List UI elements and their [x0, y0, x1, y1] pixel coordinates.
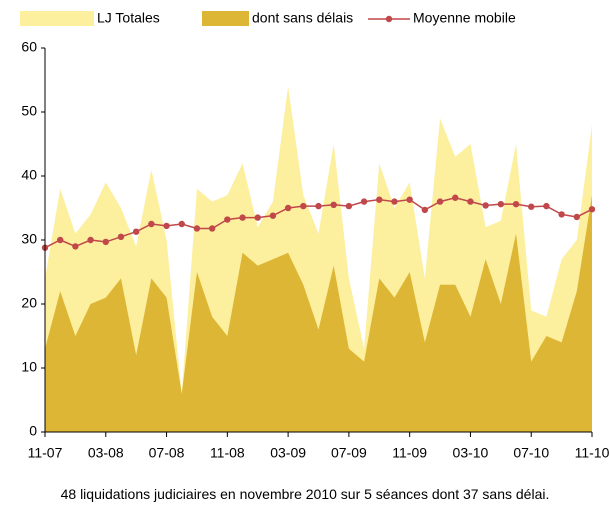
marker — [315, 202, 322, 210]
marker — [467, 198, 474, 205]
marker — [543, 202, 550, 210]
marker — [573, 213, 581, 221]
marker — [452, 194, 459, 201]
x-tick-label: 11-10 — [575, 445, 610, 461]
marker — [132, 228, 140, 235]
marker — [360, 198, 368, 205]
caption: 48 liquidations judiciaires en novembre … — [60, 486, 550, 502]
chart: 0 10 20 30 40 50 60 11-07 03-08 07-08 11-08 03-09 07… — [20, 10, 610, 461]
marker — [512, 200, 520, 208]
marker — [406, 196, 413, 203]
marker — [193, 225, 201, 232]
x-tick-label: 11-08 — [210, 445, 245, 461]
marker — [208, 225, 216, 232]
x-tick-label: 11-07 — [28, 445, 63, 461]
marker — [436, 198, 444, 205]
legend-swatch — [20, 11, 94, 26]
marker — [178, 220, 185, 228]
legend-label: LJ Totales — [97, 10, 160, 26]
y-tick-label: 50 — [21, 103, 37, 119]
marker — [163, 222, 170, 230]
y-tick-label: 30 — [21, 231, 37, 247]
marker — [87, 236, 94, 244]
marker — [148, 220, 155, 228]
marker — [239, 214, 246, 221]
marker — [224, 216, 231, 223]
x-tick-label: 03-10 — [453, 445, 489, 461]
marker — [117, 233, 125, 240]
marker — [56, 236, 64, 244]
marker — [102, 238, 109, 246]
marker — [588, 206, 596, 213]
x-tick-label: 07-10 — [513, 445, 549, 461]
x-tick-label: 03-09 — [270, 445, 306, 461]
marker — [558, 211, 565, 218]
y-tick-label: 10 — [21, 359, 37, 375]
x-tick-label: 03-08 — [88, 445, 124, 461]
legend-label: Moyenne mobile — [413, 10, 516, 26]
marker — [284, 204, 292, 212]
legend-swatch — [202, 11, 249, 26]
marker — [345, 202, 353, 210]
marker — [482, 202, 489, 209]
marker — [254, 214, 261, 221]
marker — [300, 202, 307, 210]
y-tick-label: 40 — [21, 167, 37, 183]
marker — [528, 203, 535, 210]
marker — [72, 243, 79, 250]
marker — [376, 196, 383, 203]
area — [45, 195, 592, 432]
marker — [421, 206, 429, 214]
marker — [391, 198, 398, 205]
x-tick-label: 11-09 — [392, 445, 427, 461]
legend-label: dont sans délais — [252, 10, 353, 26]
y-tick-label: 20 — [21, 295, 37, 311]
marker — [269, 212, 277, 219]
x-tick-label: 07-09 — [331, 445, 367, 461]
legend-marker — [385, 15, 393, 23]
y-tick-label: 0 — [29, 423, 37, 439]
marker — [330, 201, 337, 208]
x-tick-label: 07-08 — [149, 445, 185, 461]
marker — [497, 200, 505, 208]
y-tick-label: 60 — [21, 39, 37, 55]
